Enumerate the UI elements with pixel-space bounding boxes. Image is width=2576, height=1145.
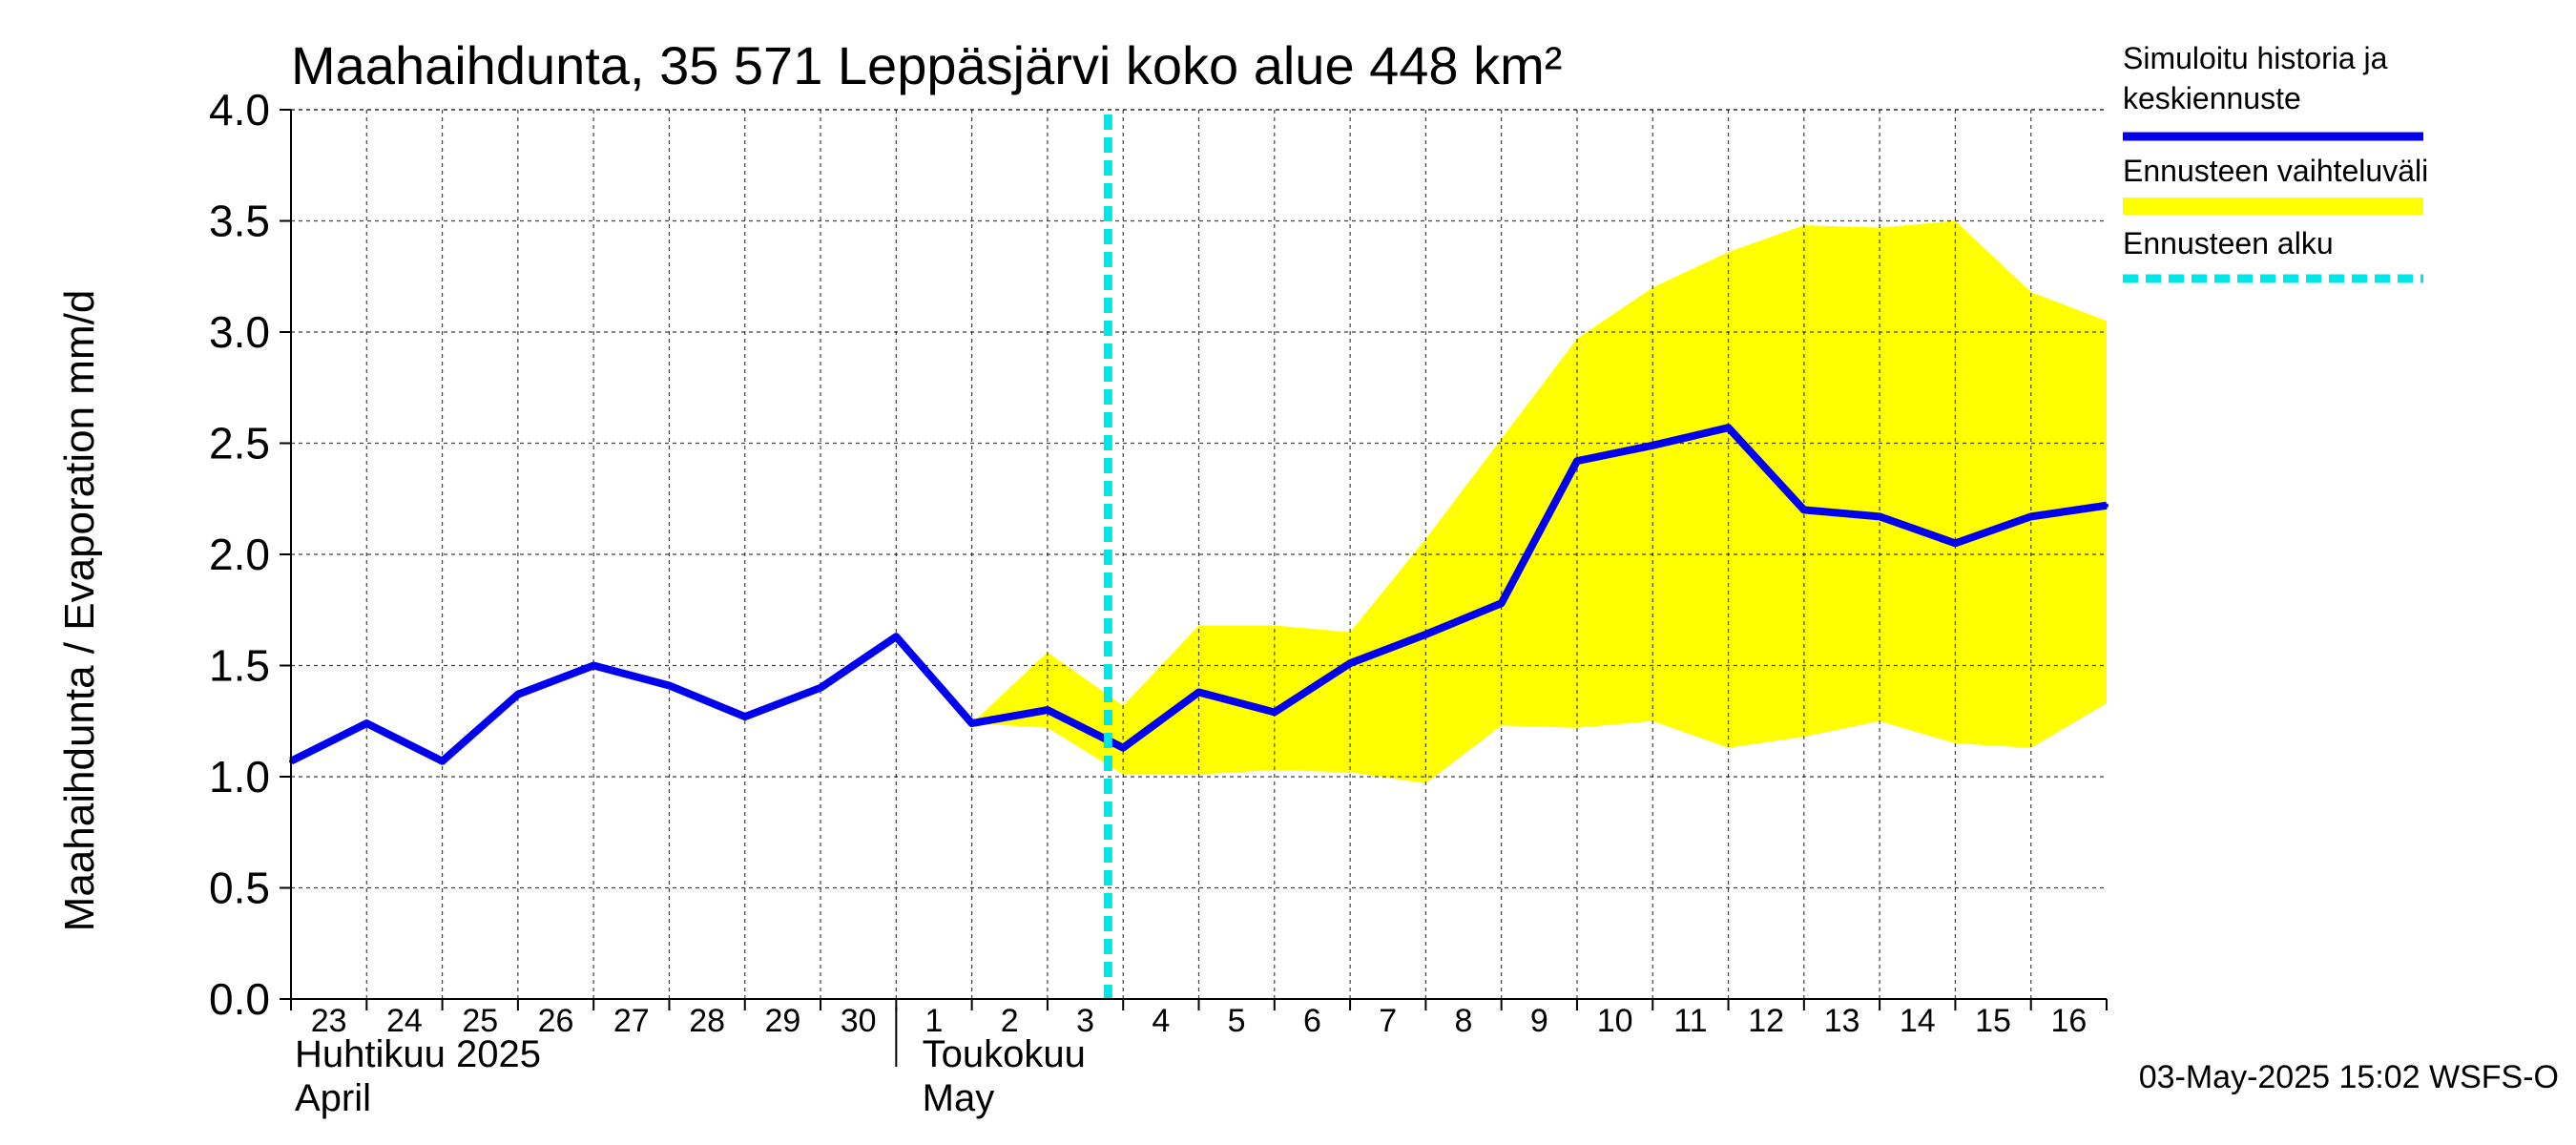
grid-layer: [291, 110, 2107, 999]
series-point: [1878, 514, 1882, 519]
x-tick-label: 10: [1597, 1003, 1633, 1039]
x-tick-label: 26: [538, 1003, 574, 1039]
x-tick-label: 29: [764, 1003, 800, 1039]
forecast-range-band-layer: [971, 220, 2107, 783]
x-tick-label: 4: [1152, 1003, 1170, 1039]
legend-label: Ennusteen vaihteluväli: [2123, 154, 2428, 188]
series-line-layer: [289, 424, 2109, 765]
legend-label: keskiennuste: [2123, 81, 2301, 115]
timestamp-footer: 03-May-2025 15:02 WSFS-O: [2139, 1059, 2559, 1095]
x-tick-label: 14: [1900, 1003, 1936, 1039]
legend: Simuloitu historia ja keskiennuste Ennuste…: [2123, 41, 2428, 283]
x-tick-label: 23: [311, 1003, 347, 1039]
series-point: [592, 663, 596, 668]
series-point: [1801, 508, 1806, 512]
series-point: [1651, 443, 1655, 448]
series-point: [969, 721, 974, 726]
y-tick-label: 3.5: [209, 197, 270, 246]
y-tick-label: 4.0: [209, 85, 270, 135]
x-tick-label: 1: [925, 1003, 944, 1039]
plot-area: 0.00.51.01.52.02.53.03.54.023 24 25 26 27 28 2…: [209, 85, 2109, 1119]
series-point: [819, 685, 823, 690]
series-point: [1953, 541, 1958, 546]
series-point: [440, 759, 445, 763]
x-tick-label: 13: [1824, 1003, 1860, 1039]
x-tick-label: 16: [2050, 1003, 2087, 1039]
series-point: [1121, 745, 1126, 750]
series-point: [515, 692, 520, 697]
series-point: [1726, 426, 1731, 430]
legend-label: Ennusteen alku: [2123, 226, 2334, 260]
y-axis-label: Maahaihdunta / Evaporation mm/d: [56, 290, 103, 932]
y-tick-label: 2.0: [209, 530, 270, 579]
x-tick-label: 9: [1530, 1003, 1548, 1039]
x-tick-label: 15: [1975, 1003, 2011, 1039]
y-tick-label: 1.0: [209, 752, 270, 802]
x-tick-label: 6: [1303, 1003, 1321, 1039]
series-point: [2028, 514, 2033, 519]
series-point: [1272, 710, 1277, 715]
series-point: [1348, 661, 1353, 666]
y-tick-label: 0.0: [209, 974, 270, 1024]
x-tick-label: 11: [1673, 1003, 1707, 1039]
month-label-english: May: [923, 1077, 995, 1119]
series-point: [1423, 632, 1428, 636]
x-tick-label: 2: [1001, 1003, 1019, 1039]
series-point: [894, 635, 899, 639]
x-tick-label: 8: [1455, 1003, 1473, 1039]
series-point: [2105, 503, 2109, 508]
axis-layer: 0.00.51.01.52.02.53.03.54.023 24 25 26 27 28 2…: [209, 85, 2108, 1119]
series-point: [1499, 601, 1504, 606]
x-tick-label: 5: [1228, 1003, 1246, 1039]
month-label-finnish: Huhtikuu 2025: [295, 1033, 541, 1075]
forecast-range-band: [971, 220, 2107, 783]
x-tick-label: 24: [386, 1003, 423, 1039]
x-tick-label: 25: [462, 1003, 498, 1039]
x-tick-label: 3: [1076, 1003, 1094, 1039]
x-tick-label: 7: [1379, 1003, 1397, 1039]
series-point: [1574, 459, 1579, 464]
month-label-finnish: Toukokuu: [923, 1033, 1086, 1075]
x-tick-label: 30: [841, 1003, 877, 1039]
x-tick-label: 28: [689, 1003, 725, 1039]
y-tick-label: 1.5: [209, 641, 270, 691]
y-tick-label: 0.5: [209, 864, 270, 913]
series-point: [1045, 708, 1049, 713]
series-point: [742, 715, 747, 719]
chart-title: Maahaihdunta, 35 571 Leppäsjärvi koko al…: [291, 35, 1562, 95]
series-point: [1196, 690, 1201, 695]
y-tick-label: 2.5: [209, 419, 270, 468]
series-point: [667, 683, 672, 688]
series-point: [364, 721, 369, 726]
month-label-english: April: [295, 1077, 371, 1119]
y-tick-label: 3.0: [209, 307, 270, 357]
legend-label: Simuloitu historia ja: [2123, 41, 2388, 75]
x-tick-label: 12: [1748, 1003, 1784, 1039]
x-tick-label: 27: [613, 1003, 650, 1039]
